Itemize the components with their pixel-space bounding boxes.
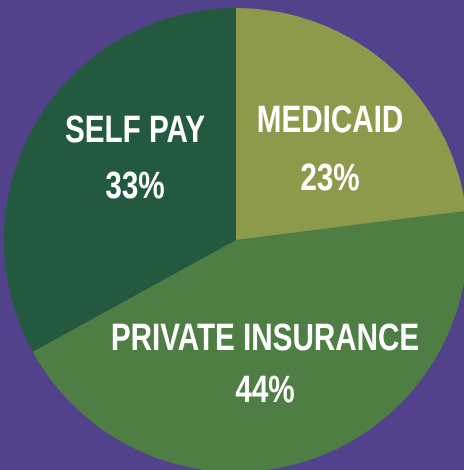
- slice-label: MEDICAID: [257, 99, 403, 141]
- slice-label: PRIVATE INSURANCE: [111, 317, 419, 359]
- slice-value-label: 44%: [235, 369, 294, 411]
- slice-label: SELF PAY: [65, 109, 205, 151]
- slice-value-label: 33%: [105, 165, 164, 207]
- pie-slice: [4, 8, 237, 352]
- pie-slice: [32, 211, 464, 470]
- slice-value-label: 23%: [300, 157, 359, 199]
- pie-slice: [236, 8, 464, 240]
